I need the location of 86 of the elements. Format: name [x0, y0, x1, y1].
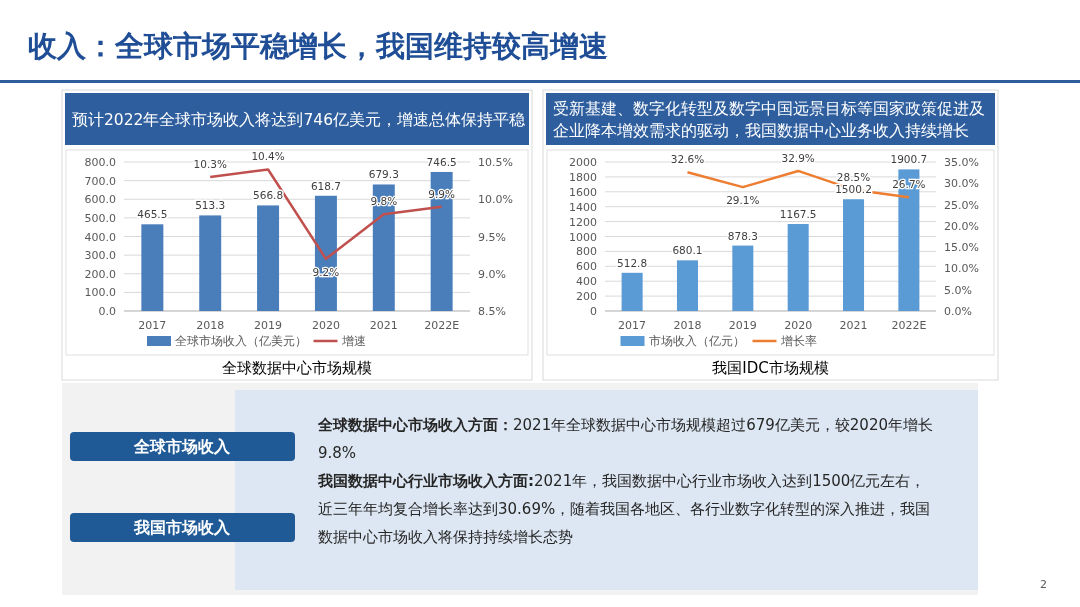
- text: 全球市场收入: [133, 437, 231, 456]
- chart-title: 受新基建、数字化转型及数字中国远景目标等国家政策促进及企业降本增效需求的驱动，我国数据中心业务收入持续增长: [553, 100, 985, 140]
- y-tick-label: 1600: [569, 185, 597, 199]
- data-label: 1167.5: [779, 208, 817, 221]
- text: 我国IDC市场规模: [712, 359, 829, 377]
- y-tick-label: 800: [576, 245, 597, 259]
- y-tick-label: 500.0: [84, 211, 116, 225]
- data-label: 680.1: [672, 244, 703, 257]
- text: 我国数据中心行业市场收入方面:: [317, 472, 534, 490]
- bar: [676, 260, 698, 311]
- y2-tick-label: 35.0%: [944, 156, 979, 169]
- y-tick-label: 1800: [569, 170, 597, 184]
- x-tick-label: 2020: [784, 319, 813, 332]
- bar: [843, 199, 865, 311]
- text: 全球数据中心市场规模: [222, 359, 372, 377]
- y2-tick-label: 5.0%: [944, 283, 972, 297]
- y-tick-label: 400.0: [84, 230, 116, 244]
- bar: [732, 245, 754, 311]
- data-label: 512.8: [617, 256, 648, 269]
- data-label: 465.5: [137, 208, 168, 221]
- x-tick-label: 2018: [196, 319, 225, 332]
- y2-tick-label: 0.0%: [944, 305, 972, 318]
- y2-tick-label: 9.0%: [478, 267, 506, 281]
- data-label: 29.1%: [726, 194, 760, 207]
- x-tick-label: 2022E: [891, 319, 927, 332]
- data-label: 878.3: [727, 229, 758, 242]
- data-label: 566.8: [253, 189, 284, 202]
- data-label: 513.3: [195, 199, 226, 212]
- chart-title: 预计2022年全球市场收入将达到746亿美元，增速总体保持平稳: [72, 111, 526, 129]
- y-tick-label: 800.0: [84, 156, 116, 169]
- legend-label: 市场收入（亿元）: [648, 334, 745, 348]
- data-label: 32.6%: [670, 153, 705, 166]
- y2-tick-label: 25.0%: [944, 198, 979, 212]
- legend-label: 增长率: [779, 334, 817, 348]
- x-tick-label: 2017: [618, 319, 647, 332]
- y-tick-label: 200: [576, 290, 597, 304]
- x-tick-label: 2020: [311, 319, 340, 332]
- y-tick-label: 600.0: [84, 193, 116, 207]
- data-label: 10.4%: [251, 150, 285, 163]
- bar: [199, 215, 222, 311]
- text: 全球数据中心市场收入方面：: [317, 416, 513, 434]
- y-tick-label: 600: [576, 260, 597, 274]
- y2-tick-label: 20.0%: [944, 219, 979, 233]
- y-tick-label: 0.0: [98, 305, 116, 318]
- y-tick-label: 300.0: [84, 249, 116, 263]
- y2-tick-label: 10.5%: [478, 156, 513, 169]
- text: 我国市场收入: [133, 518, 231, 537]
- y-tick-label: 400: [576, 275, 597, 289]
- text: 2: [1040, 578, 1047, 591]
- y2-tick-label: 30.0%: [944, 177, 979, 191]
- bar: [141, 224, 164, 311]
- x-tick-label: 2018: [673, 319, 702, 332]
- y-tick-label: 2000: [569, 156, 597, 169]
- legend-label: 增速: [340, 334, 366, 348]
- data-label: 679.3: [368, 168, 399, 181]
- y2-tick-label: 15.0%: [944, 241, 979, 255]
- bar: [430, 171, 453, 311]
- data-label: 28.5%: [836, 170, 871, 183]
- x-tick-label: 2021: [839, 319, 868, 332]
- x-tick-label: 2022E: [424, 319, 460, 332]
- legend-label: 全球市场收入（亿美元）: [175, 334, 307, 348]
- y-tick-label: 1400: [569, 200, 597, 214]
- bar: [372, 184, 395, 311]
- y2-tick-label: 10.0%: [944, 262, 979, 276]
- data-label: 618.7: [310, 179, 341, 192]
- bar: [787, 224, 809, 311]
- x-tick-label: 2021: [369, 319, 398, 332]
- x-tick-label: 2019: [254, 319, 283, 332]
- bar: [621, 272, 643, 311]
- y2-tick-label: 8.5%: [478, 305, 506, 318]
- y-tick-label: 1200: [569, 215, 597, 229]
- text: 收入：全球市场平稳增长，我国维持较高增速: [28, 29, 608, 63]
- y-tick-label: 700.0: [84, 174, 116, 188]
- y-tick-label: 0: [590, 305, 597, 318]
- y2-tick-label: 9.5%: [478, 230, 506, 244]
- data-label: 10.3%: [193, 157, 227, 170]
- x-tick-label: 2019: [728, 319, 757, 332]
- y-tick-label: 1000: [569, 230, 597, 244]
- x-tick-label: 2017: [138, 319, 167, 332]
- y-tick-label: 100.0: [84, 286, 116, 300]
- data-label: 1900.7: [890, 153, 928, 166]
- bar: [257, 205, 280, 311]
- data-label: 746.5: [426, 155, 457, 168]
- data-label: 32.9%: [781, 151, 815, 164]
- y2-tick-label: 10.0%: [478, 193, 513, 207]
- y-tick-label: 200.0: [84, 267, 116, 281]
